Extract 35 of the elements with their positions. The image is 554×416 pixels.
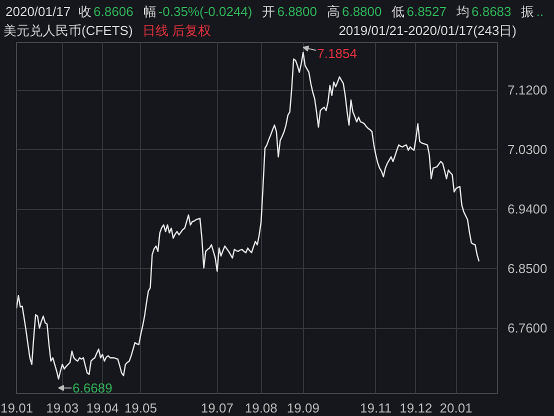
y-tick-label: 7.0300 <box>508 142 548 158</box>
text: 高 <box>326 4 340 19</box>
x-tick-label: 19.11 <box>360 400 392 416</box>
x-tick-label: 19.09 <box>286 400 320 416</box>
x-tick-label: 20.01 <box>440 400 472 416</box>
text: 6.8606 <box>94 4 134 19</box>
text: 均 <box>455 4 470 19</box>
text: 低 <box>392 4 405 19</box>
annotation: 7.1854 <box>317 46 357 61</box>
chart-title: 美元兑人民币(CFETS) <box>4 23 133 38</box>
x-tick-label: 19.01 <box>0 400 34 416</box>
y-tick-label: 6.9400 <box>508 202 548 217</box>
text: 6.8800 <box>342 4 382 19</box>
text: 2019/01/21-2020/01/17(243日) <box>338 23 517 38</box>
x-tick-label: 19.05 <box>124 400 158 416</box>
text: 收 <box>78 4 92 19</box>
text: 6.8527 <box>406 4 447 19</box>
x-tick-label: 19.12 <box>400 400 432 416</box>
text: 2020/01/17 <box>6 4 71 19</box>
y-tick-label: 6.8500 <box>508 261 548 276</box>
annotation: 6.6689 <box>72 380 112 396</box>
y-tick-label: 6.7600 <box>508 320 548 336</box>
text: 6.8800 <box>277 4 317 19</box>
text: -0.35%(-0.0244) <box>158 4 252 19</box>
x-tick-label: 19.08 <box>244 400 278 416</box>
text: 幅 <box>143 4 156 19</box>
text: 振 <box>521 4 534 19</box>
x-tick-label: 19.07 <box>200 400 234 416</box>
text: 开 <box>262 4 276 19</box>
text: .. <box>536 4 544 19</box>
x-tick-label: 19.04 <box>86 400 119 416</box>
text: 6.8683 <box>471 4 512 19</box>
x-tick-label: 19.03 <box>46 400 79 416</box>
y-tick-label: 7.1200 <box>508 82 548 98</box>
chart-subtitle: 日线 后复权 <box>142 23 211 38</box>
